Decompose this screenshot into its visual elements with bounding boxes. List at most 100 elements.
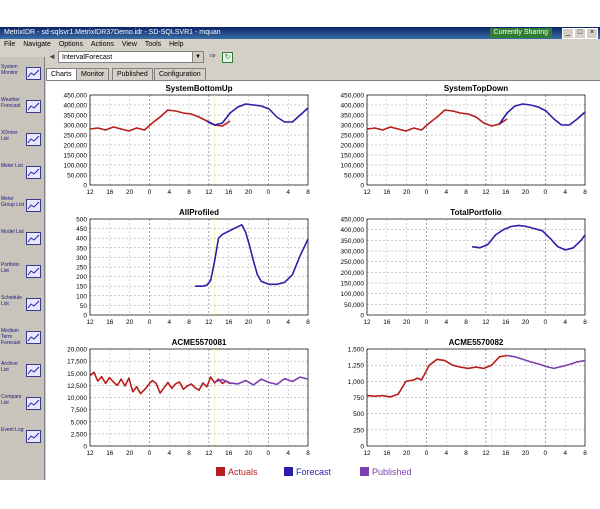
sharing-badge[interactable]: Currently Sharing bbox=[489, 28, 552, 38]
schedule-icon bbox=[26, 298, 41, 311]
plot-frame bbox=[366, 94, 586, 186]
chart-4: TotalPortfolio 0 50,000 100,000 150,000 200,0… bbox=[341, 208, 588, 326]
sidebar-item-meter-group[interactable]: Meter Group List bbox=[0, 193, 44, 223]
x-tick-label: 16 bbox=[383, 189, 391, 196]
y-tick-label: 0 bbox=[83, 183, 87, 190]
x-tick-label: 8 bbox=[583, 319, 587, 326]
view-combo[interactable]: IntervalForecast ▼ bbox=[58, 51, 204, 63]
legend-label-forecast: Forecast bbox=[296, 467, 332, 477]
sidebar-item-weather[interactable]: Weather Forecast bbox=[0, 94, 44, 124]
x-tick-label: 12 bbox=[363, 189, 371, 196]
sidebar-item-label: Meter List bbox=[1, 163, 23, 169]
x-tick-label: 20 bbox=[403, 450, 411, 457]
window-title: MetrixIDR - sd-sqlsvr1.MetrixIDR37Demo.i… bbox=[4, 29, 221, 36]
close-button[interactable]: × bbox=[586, 28, 598, 39]
x-tick-label: 8 bbox=[187, 189, 191, 196]
x-tick-label: 16 bbox=[106, 450, 114, 457]
y-tick-label: 0 bbox=[360, 313, 364, 320]
legend-actuals: Actuals bbox=[216, 466, 258, 478]
chart-3: AllProfiled05010015020025030035040045050… bbox=[76, 208, 310, 326]
sidebar-item-model[interactable]: Model List bbox=[0, 226, 44, 256]
x-tick-label: 20 bbox=[522, 450, 530, 457]
x-tick-label: 0 bbox=[544, 319, 548, 326]
x-tick-label: 8 bbox=[306, 450, 310, 457]
x-tick-label: 4 bbox=[167, 189, 171, 196]
sidebar-item-label: System Monitor bbox=[1, 64, 18, 76]
y-tick-label: 1,500 bbox=[348, 347, 365, 354]
legend-swatch-forecast bbox=[284, 467, 293, 476]
x-tick-label: 8 bbox=[306, 319, 310, 326]
chart-title: TotalPortfolio bbox=[450, 208, 502, 217]
refresh-button[interactable]: ↻ bbox=[222, 52, 233, 63]
go-button[interactable]: ⇒ bbox=[209, 51, 216, 60]
sidebar-item-chart[interactable]: XDriver List bbox=[0, 127, 44, 157]
y-tick-label: 250,000 bbox=[64, 133, 88, 140]
menu-tools[interactable]: Tools bbox=[144, 41, 162, 48]
chart-6: ACME5570082 0 250 500 750 1,000 1,250 1,500 12 16… bbox=[348, 338, 587, 457]
series-actuals bbox=[366, 109, 508, 132]
y-tick-label: 300,000 bbox=[341, 249, 365, 256]
legend-swatch-published bbox=[360, 467, 369, 476]
x-tick-label: 0 bbox=[148, 189, 152, 196]
x-tick-label: 4 bbox=[444, 189, 448, 196]
menu-actions[interactable]: Actions bbox=[90, 41, 114, 48]
chart-1: SystemBottomUp 0 50,000 100,000 150,000 200,0… bbox=[64, 84, 311, 196]
x-tick-label: 12 bbox=[363, 319, 371, 326]
x-tick-label: 4 bbox=[286, 450, 290, 457]
x-tick-label: 16 bbox=[383, 450, 391, 457]
sidebar-item-folder[interactable]: Portfolio List bbox=[0, 259, 44, 289]
y-tick-label: 250,000 bbox=[341, 133, 365, 140]
y-tick-label: 450,000 bbox=[341, 93, 365, 100]
view-combo-value: IntervalForecast bbox=[62, 54, 113, 61]
x-tick-label: 0 bbox=[425, 189, 429, 196]
sidebar-item-meter[interactable]: Meter List bbox=[0, 160, 44, 190]
x-tick-label: 4 bbox=[444, 319, 448, 326]
tab-monitor[interactable]: Monitor bbox=[76, 68, 110, 80]
legend-forecast: Forecast bbox=[284, 466, 331, 478]
tab-configuration[interactable]: Configuration bbox=[154, 68, 206, 80]
x-tick-label: 12 bbox=[482, 450, 490, 457]
y-tick-label: 10,000 bbox=[67, 395, 87, 402]
back-button[interactable]: ◄ bbox=[48, 52, 56, 61]
series-actuals bbox=[89, 371, 231, 395]
x-tick-label: 0 bbox=[544, 450, 548, 457]
sidebar-item-label: XDriver List bbox=[1, 130, 18, 142]
menu-view[interactable]: View bbox=[121, 41, 137, 48]
chart-title: SystemTopDown bbox=[444, 84, 508, 93]
menu-options[interactable]: Options bbox=[58, 41, 83, 48]
menu-navigate[interactable]: Navigate bbox=[23, 41, 51, 48]
x-tick-label: 0 bbox=[148, 450, 152, 457]
sidebar-item-compare[interactable]: Compare List bbox=[0, 391, 44, 421]
chart-icon bbox=[26, 133, 41, 146]
y-tick-label: 5,000 bbox=[71, 419, 88, 426]
x-tick-label: 20 bbox=[126, 450, 134, 457]
x-tick-label: 0 bbox=[267, 450, 271, 457]
sidebar: System Monitor Weather Forecast XDriver Li… bbox=[0, 57, 45, 480]
sidebar-item-forecast[interactable]: Medium Term Forecast bbox=[0, 325, 44, 355]
sidebar-item-system-monitor[interactable]: System Monitor bbox=[0, 61, 44, 91]
chart-title: ACME5570081 bbox=[172, 338, 227, 347]
y-tick-label: 450,000 bbox=[64, 93, 88, 100]
series-forecast bbox=[206, 103, 309, 126]
minimize-button[interactable]: _ bbox=[562, 28, 574, 39]
sidebar-item-info[interactable]: Event Log bbox=[0, 424, 44, 454]
menu-help[interactable]: Help bbox=[169, 41, 184, 48]
x-tick-label: 16 bbox=[225, 189, 233, 196]
x-tick-label: 8 bbox=[583, 450, 587, 457]
x-tick-label: 4 bbox=[563, 189, 567, 196]
sidebar-item-archive[interactable]: Archive List bbox=[0, 358, 44, 388]
chevron-down-icon[interactable]: ▼ bbox=[192, 52, 203, 62]
x-tick-label: 16 bbox=[106, 189, 114, 196]
plot-frame bbox=[89, 218, 309, 316]
sidebar-item-schedule[interactable]: Schedule List bbox=[0, 292, 44, 322]
y-tick-label: 150 bbox=[76, 284, 87, 291]
y-tick-label: 0 bbox=[360, 183, 364, 190]
maximize-button[interactable]: □ bbox=[574, 28, 586, 39]
x-tick-label: 16 bbox=[225, 450, 233, 457]
info-icon bbox=[26, 430, 41, 443]
x-tick-label: 12 bbox=[482, 189, 490, 196]
tab-published[interactable]: Published bbox=[112, 68, 153, 80]
series-published bbox=[214, 376, 309, 386]
menu-file[interactable]: File bbox=[4, 41, 16, 48]
forecast-icon bbox=[26, 331, 41, 344]
